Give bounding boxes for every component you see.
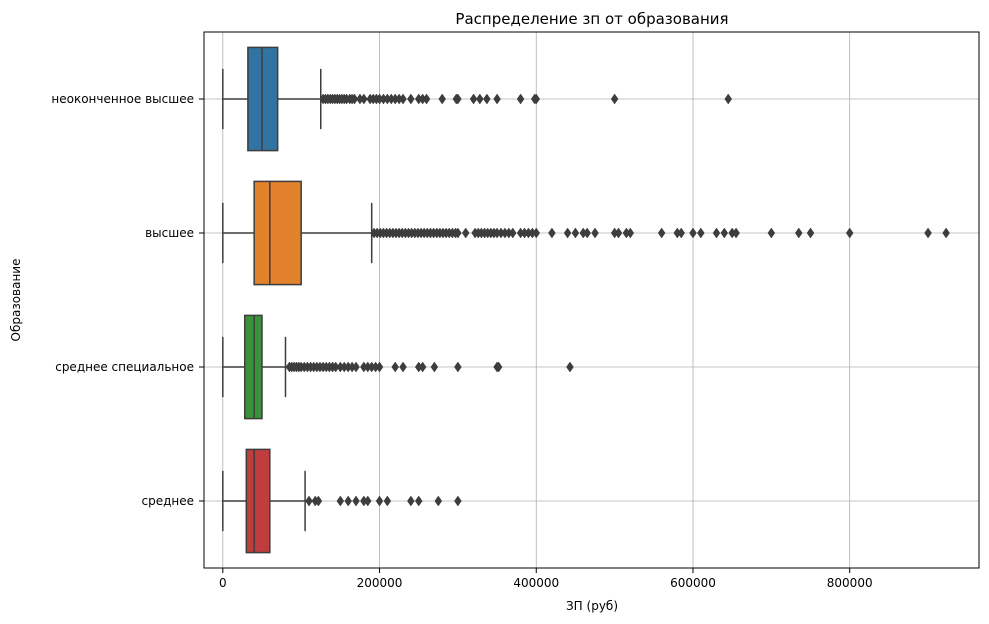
outlier-point (454, 495, 462, 507)
outlier-point (375, 495, 384, 507)
box-group (222, 180, 950, 286)
outlier-point (469, 93, 478, 105)
outlier-point (732, 227, 740, 239)
outlier-point (610, 93, 619, 105)
outlier-point (476, 93, 484, 105)
box-series (222, 46, 950, 554)
y-tick-label: среднее специальное (55, 360, 194, 374)
outlier-point (454, 227, 462, 239)
plot-frame (203, 31, 980, 569)
outlier-point (407, 93, 415, 105)
outlier-point (724, 93, 733, 105)
y-tick-label: среднее (141, 494, 194, 508)
outlier-point (483, 93, 491, 105)
outlier-point (571, 227, 580, 239)
axis-ticks: 0 200000 400000 600000 800000 неоконченное вы… (51, 92, 872, 590)
outlier-point (363, 495, 372, 507)
outlier-point (336, 495, 345, 507)
outlier-point (461, 227, 470, 239)
iqr-box (247, 46, 279, 152)
outlier-point (360, 93, 368, 105)
y-axis-label: Образование (9, 259, 23, 342)
outlier-point (697, 227, 705, 239)
outlier-point (305, 495, 313, 507)
outlier-point (375, 361, 384, 373)
chart-title: Распределение зп от образования (455, 10, 728, 28)
outlier-point (399, 93, 407, 105)
outlier-point (383, 495, 392, 507)
x-tick-label: 600000 (670, 576, 716, 590)
iqr-box (253, 180, 302, 286)
outlier-point (434, 495, 443, 507)
box-group (222, 46, 733, 152)
box-group (222, 314, 574, 420)
outlier-point (767, 227, 776, 239)
outlier-point (430, 361, 439, 373)
x-tick-label: 0 (219, 576, 227, 590)
box-group (222, 448, 462, 554)
outlier-point (794, 227, 803, 239)
outlier-point (548, 227, 556, 239)
outlier-point (494, 361, 503, 373)
outlier-point (454, 361, 462, 373)
outlier-point (626, 227, 635, 239)
outlier-point (352, 495, 360, 507)
outlier-point (566, 361, 574, 373)
outlier-point (314, 495, 323, 507)
outlier-point (350, 93, 359, 105)
outlier-point (516, 93, 525, 105)
outlier-point (399, 361, 407, 373)
outlier-point (407, 495, 415, 507)
outlier-point (352, 361, 360, 373)
outlier-point (493, 93, 501, 105)
outlier-point (583, 227, 591, 239)
outlier-point (657, 227, 666, 239)
outlier-point (712, 227, 721, 239)
outlier-point (532, 93, 541, 105)
x-tick-label: 200000 (357, 576, 403, 590)
outlier-point (591, 227, 599, 239)
outlier-point (806, 227, 815, 239)
y-tick-label: неоконченное высшее (51, 92, 194, 106)
outlier-point (720, 227, 729, 239)
outlier-point (677, 227, 686, 239)
outlier-point (942, 227, 950, 239)
outlier-point (454, 93, 462, 105)
outlier-point (845, 227, 854, 239)
iqr-box (243, 314, 263, 420)
outlier-point (422, 93, 431, 105)
x-axis-label: ЗП (руб) (566, 599, 618, 613)
outlier-point (924, 227, 932, 239)
x-tick-label: 800000 (827, 576, 873, 590)
outlier-point (563, 227, 572, 239)
outlier-point (689, 227, 697, 239)
outlier-point (414, 495, 423, 507)
outlier-point (391, 361, 400, 373)
y-tick-label: высшее (145, 226, 194, 240)
outlier-point (344, 495, 352, 507)
outlier-point (438, 93, 447, 105)
outlier-point (532, 227, 541, 239)
iqr-box (245, 448, 271, 554)
x-tick-label: 400000 (513, 576, 559, 590)
outlier-point (418, 361, 427, 373)
outlier-point (614, 227, 623, 239)
outlier-point (508, 227, 517, 239)
